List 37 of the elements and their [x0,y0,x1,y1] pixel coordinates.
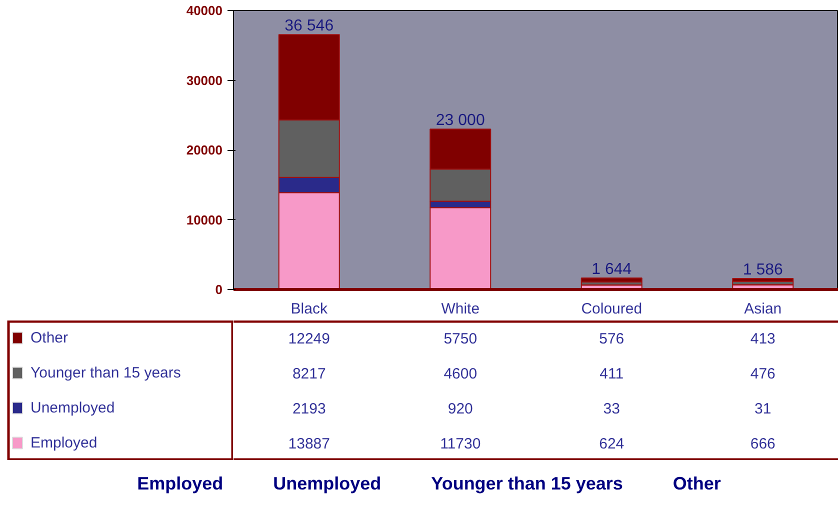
data-label: 624 [599,436,624,452]
data-label: 33 [603,400,620,418]
total-label: 23 000 [436,112,485,130]
data-label: 31 [754,400,772,418]
y-tick-label: 20000 [186,142,223,158]
text: Unemployed [273,474,382,494]
legend-label: Younger than 15 years [30,364,181,382]
legend-label: Other [30,330,68,346]
text: Other [672,474,721,494]
x-tick-label: Black [290,300,328,318]
data-label: 12249 [288,330,330,348]
data-label: 666 [750,436,776,452]
data-label: 2193 [292,400,326,418]
data-label: 13887 [288,436,330,452]
data-label: 476 [750,366,776,382]
x-tick-label: White [441,300,480,318]
y-tick-label: 10000 [186,212,223,228]
total-label: 1 644 [592,261,632,278]
y-tick-label: 40000 [186,3,223,18]
x-tick-label: Asian [744,300,782,318]
data-label: 576 [599,330,624,348]
total-label: 36 546 [284,18,334,35]
legend-label: Employed [30,434,98,452]
data-label: 4600 [444,366,478,382]
legend-label: Unemployed [30,400,115,416]
text: Younger than 15 years [431,474,623,494]
y-tick-label: 0 [215,282,223,297]
data-label: 11730 [440,436,481,452]
text: Employed [137,474,224,494]
data-label: 411 [600,366,624,382]
data-label: 920 [448,400,473,418]
data-label: 5750 [444,330,478,348]
data-label: 413 [750,330,776,348]
x-tick-label: Coloured [581,300,642,318]
y-tick-label: 30000 [186,72,223,88]
total-label: 1 586 [742,261,783,278]
data-label: 8217 [292,366,326,382]
